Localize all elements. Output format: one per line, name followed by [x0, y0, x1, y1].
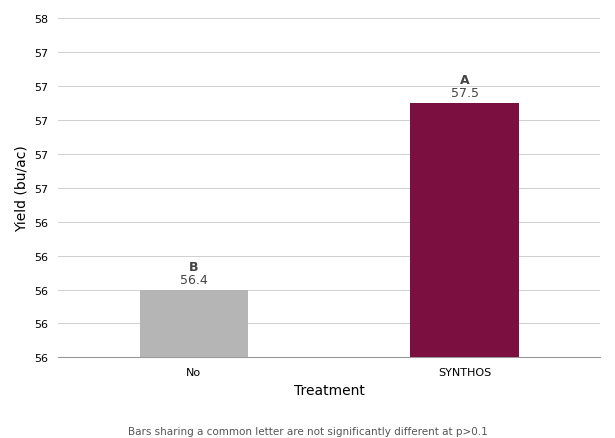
Bar	[140, 290, 248, 357]
Text: Bars sharing a common letter are not significantly different at p>0.1: Bars sharing a common letter are not sig…	[128, 426, 487, 436]
Text: 56.4: 56.4	[180, 273, 208, 286]
X-axis label: Treatment: Treatment	[294, 383, 365, 397]
Text: B: B	[189, 260, 199, 273]
Y-axis label: Yield (bu/ac): Yield (bu/ac)	[15, 145, 29, 232]
Text: 57.5: 57.5	[451, 87, 478, 100]
Text: A: A	[460, 74, 469, 87]
Bar	[410, 104, 519, 357]
